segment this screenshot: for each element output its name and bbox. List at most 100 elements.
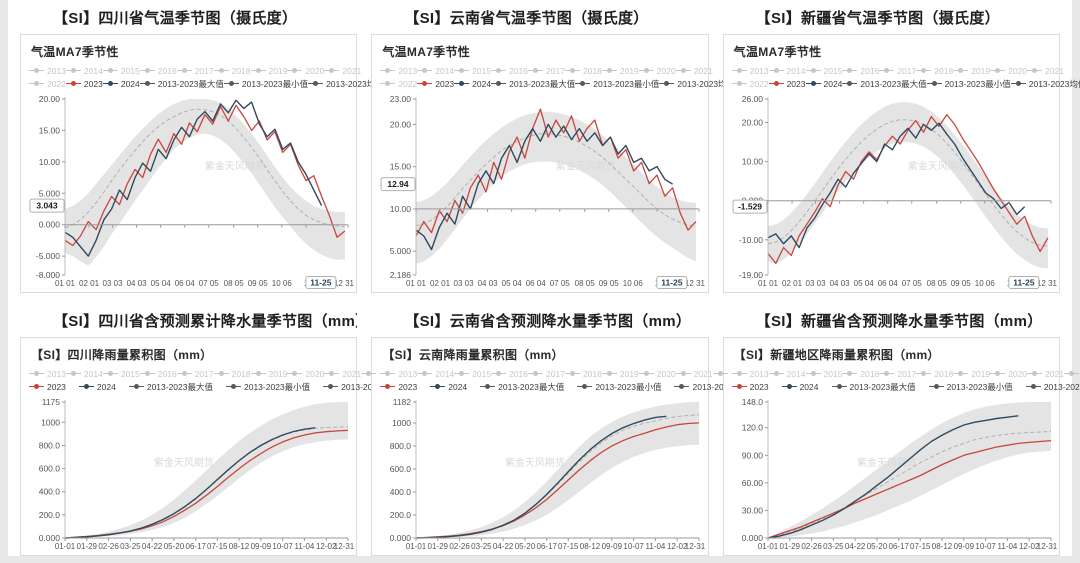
chart-canvas-xinjiang-rainfall[interactable]: 紫金天风期货 148.0 120.0 90.00 60.00 30.00 0.00001-0…: [732, 396, 1058, 552]
legend-item-2023[interactable]: 2023: [417, 79, 454, 89]
legend-item-2016[interactable]: 2016: [842, 369, 879, 379]
legend-item-2019[interactable]: 2019: [953, 369, 990, 379]
legend-item-2024[interactable]: 2024: [805, 79, 842, 89]
legend-item-2024[interactable]: 2024: [781, 382, 819, 392]
legend-item-2017[interactable]: 2017: [528, 369, 565, 379]
legend-item-2020[interactable]: 2020: [990, 66, 1027, 76]
chart-canvas-yunnan-rainfall[interactable]: 紫金天风期货11821000800.0600.0400.0200.00.0000…: [380, 396, 706, 552]
legend-item-2013-2023-[interactable]: 2013-2023最大值: [842, 78, 927, 90]
legend-item-2024[interactable]: 2024: [430, 382, 467, 392]
legend-item-2018[interactable]: 2018: [916, 66, 953, 76]
legend-item-2021[interactable]: 2021: [324, 369, 361, 379]
legend-item-2013-2023-[interactable]: 2013-2023最小值: [926, 78, 1011, 90]
legend-label: 2019: [268, 368, 288, 379]
legend-item-2019[interactable]: 2019: [601, 66, 639, 76]
legend-item-2022[interactable]: 2022: [380, 79, 417, 89]
legend-item-2013-2023-[interactable]: 2013-2023均值: [659, 78, 735, 90]
chart-canvas-sichuan-temperature[interactable]: 紫金天风期货 20.00 15.00 10.00 5.000 0.000 -5.000 -8.…: [29, 93, 355, 289]
legend-item-2013-2023-[interactable]: 2013-2023最大值: [128, 381, 213, 393]
legend-item-2021[interactable]: 2021: [1027, 369, 1064, 379]
legend-item-2016[interactable]: 2016: [139, 369, 177, 379]
legend-item-2021[interactable]: 2021: [1027, 66, 1064, 76]
legend-item-2014[interactable]: 2014: [417, 369, 454, 379]
legend-item-2022[interactable]: 2022: [1063, 369, 1080, 379]
legend-item-2021[interactable]: 2021: [675, 66, 713, 76]
legend-item-2020[interactable]: 2020: [638, 369, 676, 379]
legend-item-2021[interactable]: 2021: [324, 66, 361, 76]
legend-marker-icon: [990, 68, 1006, 73]
legend-item-2013-2023-[interactable]: 2013-2023最小值: [226, 381, 310, 393]
legend-item-2023[interactable]: 2023: [65, 79, 103, 89]
legend-item-2024[interactable]: 2024: [454, 79, 491, 89]
legend-item-2013-2023-[interactable]: 2013-2023均值: [308, 78, 384, 90]
legend-item-2020[interactable]: 2020: [287, 66, 324, 76]
y-axis-label: 20.00: [390, 119, 412, 129]
legend-item-2013[interactable]: 2013: [29, 66, 66, 76]
legend-item-2018[interactable]: 2018: [564, 369, 602, 379]
legend-item-2020[interactable]: 2020: [990, 369, 1027, 379]
legend-row: 2022 2023 2024 2013-2023最大值 2013-2023最小值 2013…: [380, 77, 735, 90]
legend-marker-icon: [65, 371, 81, 376]
legend-item-2013[interactable]: 2013: [731, 369, 769, 379]
legend-item-2017[interactable]: 2017: [879, 66, 916, 76]
legend-item-2023[interactable]: 2023: [380, 382, 417, 392]
legend-item-2023[interactable]: 2023: [768, 79, 806, 89]
legend-item-2013-2023-[interactable]: 2013-2023最小值: [223, 78, 308, 90]
legend-item-2015[interactable]: 2015: [805, 66, 842, 76]
legend-item-2013-2023-[interactable]: 2013-2023均值: [1010, 78, 1080, 90]
legend-item-2017[interactable]: 2017: [528, 66, 565, 76]
legend-item-2015[interactable]: 2015: [102, 369, 140, 379]
legend-item-2014[interactable]: 2014: [768, 66, 806, 76]
legend-item-2014[interactable]: 2014: [65, 369, 103, 379]
legend-item-2013-2023-[interactable]: 2013-2023最大值: [480, 381, 564, 393]
legend-item-2018[interactable]: 2018: [213, 66, 251, 76]
legend-item-2013-2023-[interactable]: 2013-2023最小值: [928, 381, 1013, 393]
legend-item-2021[interactable]: 2021: [675, 369, 713, 379]
legend-item-2013[interactable]: 2013: [380, 66, 417, 76]
chart-canvas-sichuan-rainfall[interactable]: 紫金天风期货11751000800.0600.0400.0200.00.0000…: [29, 396, 355, 552]
legend-item-2019[interactable]: 2019: [250, 368, 288, 379]
legend-item-2014[interactable]: 2014: [768, 369, 806, 379]
legend-item-2013[interactable]: 2013: [29, 369, 66, 379]
legend-item-2014[interactable]: 2014: [417, 66, 454, 76]
legend-item-2013-2023-[interactable]: 2013-2023最大值: [831, 381, 916, 393]
legend-item-2019[interactable]: 2019: [250, 66, 287, 76]
legend-item-2013-2023-[interactable]: 2013-2023均值: [323, 381, 399, 393]
legend-item-2018[interactable]: 2018: [213, 369, 251, 379]
legend-item-2022[interactable]: 2022: [731, 79, 769, 89]
legend-item-2016[interactable]: 2016: [139, 66, 177, 76]
legend-item-2023[interactable]: 2023: [731, 382, 769, 392]
legend-item-2013-2023-[interactable]: 2013-2023均值: [1025, 381, 1080, 393]
legend-item-2020[interactable]: 2020: [638, 66, 676, 76]
legend-item-2013[interactable]: 2013: [380, 369, 417, 379]
legend-item-2013-2023-[interactable]: 2013-2023均值: [674, 381, 750, 393]
legend-item-2019[interactable]: 2019: [953, 66, 990, 76]
legend-item-2013-2023-[interactable]: 2013-2023最小值: [575, 78, 659, 90]
legend-item-2018[interactable]: 2018: [564, 66, 602, 76]
legend-item-2022[interactable]: 2022: [29, 79, 66, 89]
legend-item-2015[interactable]: 2015: [102, 66, 140, 76]
legend-item-2018[interactable]: 2018: [916, 369, 953, 379]
legend-item-2017[interactable]: 2017: [176, 66, 214, 76]
legend-item-2016[interactable]: 2016: [842, 66, 879, 76]
legend-item-2017[interactable]: 2017: [176, 369, 214, 379]
legend-item-2013-2023-[interactable]: 2013-2023最小值: [577, 381, 661, 393]
legend-item-2015[interactable]: 2015: [454, 66, 491, 76]
legend-item-2015[interactable]: 2015: [454, 369, 491, 379]
legend-item-2019[interactable]: 2019: [601, 369, 639, 379]
legend-item-2016[interactable]: 2016: [491, 66, 528, 76]
legend-item-2013-2023-[interactable]: 2013-2023最大值: [139, 78, 224, 90]
legend-item-2024[interactable]: 2024: [78, 382, 116, 392]
legend-item-2017[interactable]: 2017: [879, 369, 916, 379]
legend-item-2020[interactable]: 2020: [287, 369, 324, 379]
legend-item-2013[interactable]: 2013: [731, 66, 769, 76]
legend-item-2014[interactable]: 2014: [65, 66, 103, 76]
legend-item-2023[interactable]: 2023: [29, 382, 66, 392]
legend-item-2016[interactable]: 2016: [491, 369, 528, 379]
legend-item-2013-2023-[interactable]: 2013-2023最大值: [491, 78, 575, 90]
legend-item-2024[interactable]: 2024: [102, 79, 140, 89]
chart-canvas-xinjiang-temperature[interactable]: 紫金天风期货26.0020.0010.000.000-10.00-19.0001…: [732, 93, 1058, 289]
legend-item-2015[interactable]: 2015: [805, 369, 842, 379]
